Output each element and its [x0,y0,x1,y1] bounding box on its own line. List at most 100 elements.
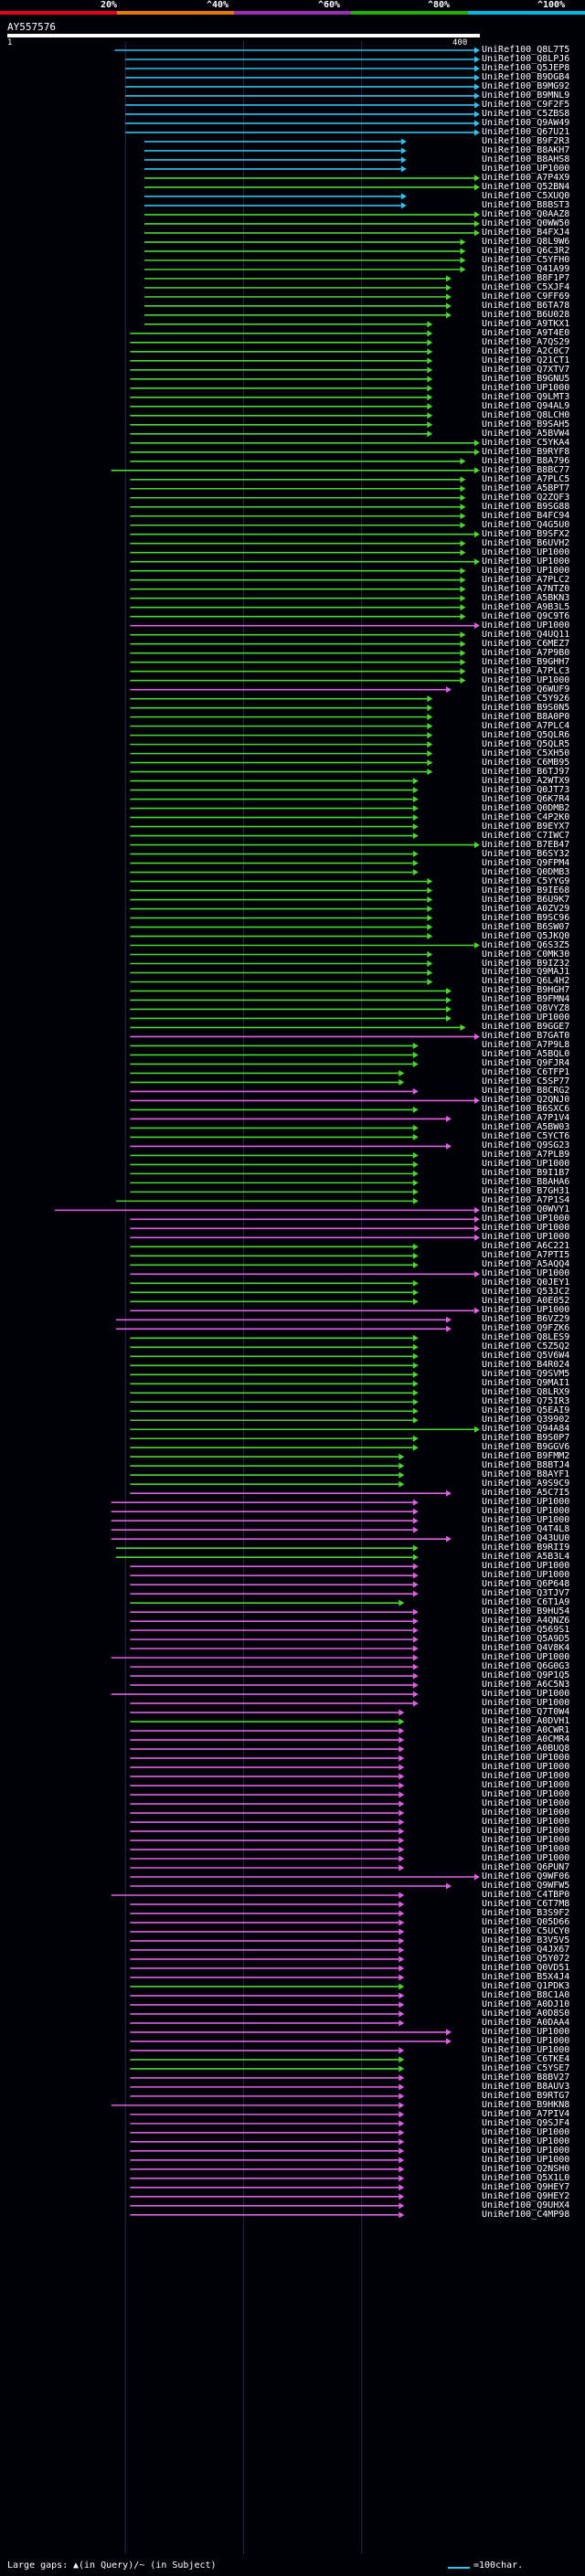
hit-label[interactable]: UniRef100_B9RTG7 [482,2090,570,2101]
hit-label[interactable]: UniRef100_A5BPT7 [482,482,570,493]
hit-label[interactable]: UniRef100_Q0DMB3 [482,866,570,877]
hit-label[interactable]: UniRef100_C6TKE4 [482,2053,570,2064]
hit-label[interactable]: UniRef100_C5XJF4 [482,281,570,292]
hit-label[interactable]: UniRef100_Q4UQ11 [482,629,570,640]
hit-label[interactable]: UniRef100_Q9UHX4 [482,2200,570,2210]
hit-label[interactable]: UniRef100_UP1000 [482,546,570,557]
hit-label[interactable]: UniRef100_Q6L4H2 [482,976,570,987]
hit-label[interactable]: UniRef100_C5YKA4 [482,437,570,448]
hit-label[interactable]: UniRef100_Q6S3Z5 [482,939,570,950]
hit-label[interactable]: UniRef100_A7PLB9 [482,1150,570,1161]
hit-label[interactable]: UniRef100_UP1000 [482,1762,570,1773]
hit-label[interactable]: UniRef100_Q6WUF9 [482,684,570,694]
hit-label[interactable]: UniRef100_B9DGB4 [482,71,570,82]
hit-label[interactable]: UniRef100_Q6PUN7 [482,1862,570,1872]
hit-label[interactable]: UniRef100_B8A796 [482,455,570,466]
hit-label[interactable]: UniRef100_A5BQL0 [482,1049,570,1060]
hit-label[interactable]: UniRef100_B8F1P7 [482,272,570,283]
hit-label[interactable]: UniRef100_UP1000 [482,1753,570,1764]
hit-label[interactable]: UniRef100_A5C7I5 [482,1488,570,1499]
hit-label[interactable]: UniRef100_A7P1V4 [482,1113,570,1124]
hit-label[interactable]: UniRef100_B8AYF1 [482,1469,570,1480]
hit-label[interactable]: UniRef100_A0DAA4 [482,2017,570,2028]
hit-label[interactable]: UniRef100_Q9P1Q5 [482,1670,570,1681]
hit-label[interactable]: UniRef100_UP1000 [482,1698,570,1709]
hit-label[interactable]: UniRef100_A7P9L8 [482,1040,570,1051]
hit-label[interactable]: UniRef100_Q53JC2 [482,1287,570,1298]
hit-label[interactable]: UniRef100_B8BTJ4 [482,1460,570,1471]
hit-label[interactable]: UniRef100_Q4G5U0 [482,519,570,530]
hit-label[interactable]: UniRef100_C5YYG9 [482,875,570,886]
hit-label[interactable]: UniRef100_B9S0N5 [482,702,570,713]
hit-label[interactable]: UniRef100_C5Z5Q2 [482,1341,570,1352]
hit-label[interactable]: UniRef100_B4R024 [482,1360,570,1371]
hit-label[interactable]: UniRef100_B6SW07 [482,921,570,932]
hit-label[interactable]: UniRef100_Q21CT1 [482,355,570,366]
hit-label[interactable]: UniRef100_Q0WVY1 [482,1204,570,1215]
hit-label[interactable]: UniRef100_UP1000 [482,1223,570,1234]
hit-label[interactable]: UniRef100_UP1000 [482,1561,570,1572]
hit-label[interactable]: UniRef100_Q7T0W4 [482,1707,570,1718]
hit-label[interactable]: UniRef100_UP1000 [482,620,570,631]
hit-label[interactable]: UniRef100_A0D8S0 [482,2008,570,2019]
hit-label[interactable]: UniRef100_A7PLC3 [482,665,570,676]
hit-label[interactable]: UniRef100_Q5EAI9 [482,1405,570,1416]
hit-label[interactable]: UniRef100_UP1000 [482,1835,570,1846]
hit-label[interactable]: UniRef100_A7PIV4 [482,2108,570,2119]
hit-label[interactable]: UniRef100_Q39902 [482,1415,570,1426]
hit-label[interactable]: UniRef100_UP1000 [482,2044,570,2055]
hit-label[interactable]: UniRef100_A9S9C9 [482,1479,570,1489]
hit-label[interactable]: UniRef100_A0CMR4 [482,1734,570,1745]
hit-label[interactable]: UniRef100_Q9MAJ1 [482,967,570,978]
hit-label[interactable]: UniRef100_B8AHS8 [482,154,570,164]
hit-label[interactable]: UniRef100_A7NTZ0 [482,583,570,594]
hit-label[interactable]: UniRef100_A2WTX9 [482,775,570,786]
hit-label[interactable]: UniRef100_Q41A99 [482,263,570,274]
hit-label[interactable]: UniRef100_B9GNU5 [482,373,570,384]
hit-label[interactable]: UniRef100_C5SP77 [482,1076,570,1087]
hit-label[interactable]: UniRef100_A0BUQ8 [482,1744,570,1754]
hit-label[interactable]: UniRef100_Q94A84 [482,1424,570,1435]
hit-label[interactable]: UniRef100_B9SFX2 [482,528,570,539]
hit-label[interactable]: UniRef100_B9GGV6 [482,1442,570,1453]
hit-label[interactable]: UniRef100_A7PLC4 [482,720,570,731]
hit-label[interactable]: UniRef100_Q8VYZ8 [482,1003,570,1014]
hit-label[interactable]: UniRef100_Q7XTV7 [482,364,570,375]
hit-label[interactable]: UniRef100_B3V5V5 [482,1935,570,1945]
hit-label[interactable]: UniRef100_B9RYF8 [482,446,570,457]
hit-label[interactable]: UniRef100_C4TBP0 [482,1889,570,1900]
hit-label[interactable]: UniRef100_Q6G0G3 [482,1661,570,1672]
hit-label[interactable]: UniRef100_A2C0C7 [482,345,570,356]
hit-label[interactable]: UniRef100_B9SC96 [482,912,570,923]
hit-label[interactable]: UniRef100_B8CRG2 [482,1086,570,1097]
hit-label[interactable]: UniRef100_UP1000 [482,1789,570,1800]
hit-label[interactable]: UniRef100_Q9FJR4 [482,1058,570,1069]
hit-label[interactable]: UniRef100_Q9SG23 [482,1140,570,1151]
hit-label[interactable]: UniRef100_B8AHA6 [482,1177,570,1188]
hit-label[interactable]: UniRef100_A5BW03 [482,1122,570,1133]
hit-label[interactable]: UniRef100_C6T1A9 [482,1597,570,1608]
hit-label[interactable]: UniRef100_A7P4X9 [482,172,570,183]
hit-label[interactable]: UniRef100_B8BST3 [482,199,570,210]
hit-label[interactable]: UniRef100_C7IWC7 [482,830,570,841]
hit-label[interactable]: UniRef100_B9RII9 [482,1542,570,1553]
hit-label[interactable]: UniRef100_Q43UU0 [482,1533,570,1544]
hit-label[interactable]: UniRef100_C6MEZ7 [482,638,570,649]
hit-label[interactable]: UniRef100_B8BC77 [482,464,570,475]
hit-label[interactable]: UniRef100_Q0JT73 [482,784,570,795]
hit-label[interactable]: UniRef100_Q9LMT3 [482,391,570,402]
hit-label[interactable]: UniRef100_B6VZ29 [482,1314,570,1325]
hit-label[interactable]: UniRef100_B8AKH7 [482,144,570,155]
hit-label[interactable]: UniRef100_UP1000 [482,1012,570,1023]
hit-label[interactable]: UniRef100_UP1000 [482,1232,570,1243]
hit-label[interactable]: UniRef100_Q6K7R4 [482,793,570,804]
hit-label[interactable]: UniRef100_UP1000 [482,1807,570,1818]
hit-label[interactable]: UniRef100_A0ZV29 [482,903,570,914]
hit-label[interactable]: UniRef100_B9FMN4 [482,994,570,1005]
hit-label[interactable]: UniRef100_C5UCY0 [482,1925,570,1936]
hit-label[interactable]: UniRef100_B6UVH2 [482,537,570,548]
hit-label[interactable]: UniRef100_B9IE68 [482,885,570,896]
hit-label[interactable]: UniRef100_B9IZ32 [482,958,570,969]
hit-label[interactable]: UniRef100_UP1000 [482,2026,570,2037]
hit-label[interactable]: UniRef100_C4MP98 [482,2209,570,2220]
